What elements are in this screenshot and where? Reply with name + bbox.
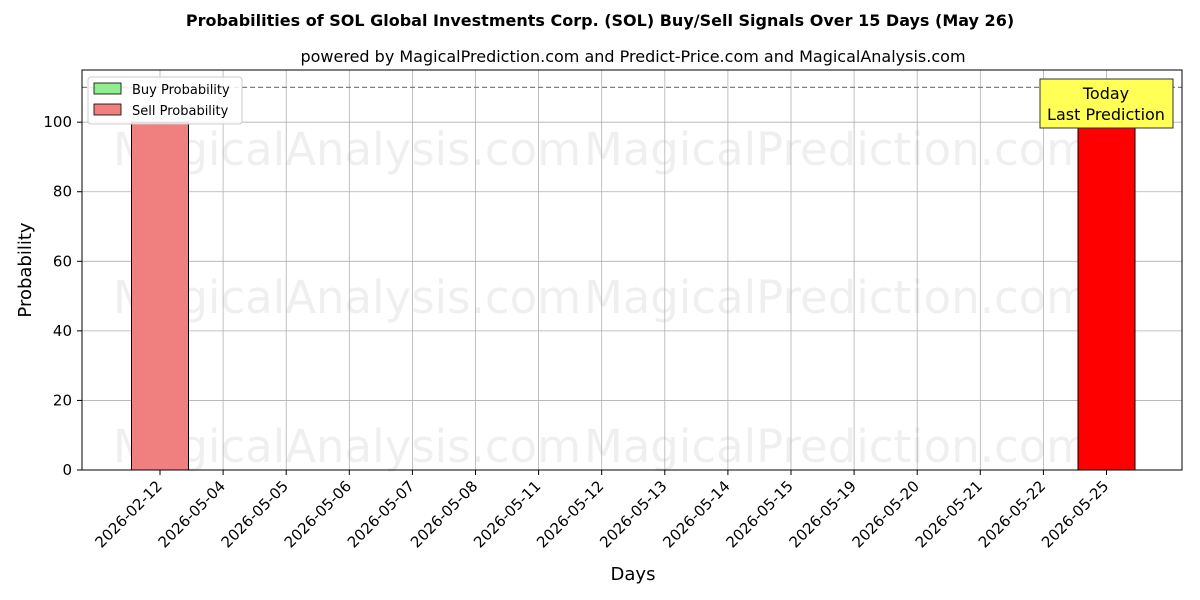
watermark-text: MagicalPrediction.com <box>584 123 1090 176</box>
legend-swatch-sell <box>93 103 122 116</box>
x-tick-label: 2026-05-25 <box>1038 477 1112 551</box>
x-tick-label: 2026-05-11 <box>470 477 544 551</box>
y-tick-label: 60 <box>53 252 72 270</box>
legend-box <box>87 76 243 125</box>
x-tick-label: 2026-05-20 <box>849 477 923 551</box>
annotation-line-1: Today <box>1082 84 1129 103</box>
today-annotation: Today Last Prediction <box>1039 78 1174 129</box>
x-tick-label: 2026-05-04 <box>155 477 229 551</box>
annotation-line-2: Last Prediction <box>1047 105 1165 124</box>
y-tick-label: 0 <box>62 461 72 479</box>
plot-frame <box>81 69 1183 471</box>
x-tick-label: 2026-05-14 <box>659 477 733 551</box>
watermark-text: MagicalAnalysis.com <box>113 420 581 473</box>
x-tick-label: 2026-05-12 <box>533 477 607 551</box>
y-tick-label: 80 <box>53 183 72 201</box>
x-tick-label: 2026-05-15 <box>722 477 796 551</box>
watermark-text: MagicalAnalysis.com <box>113 271 581 324</box>
x-tick-label: 2026-05-19 <box>786 477 860 551</box>
watermark-text: MagicalPrediction.com <box>584 420 1090 473</box>
y-axis-label: Probability <box>15 222 36 317</box>
x-tick-label: 2026-05-08 <box>407 477 481 551</box>
bar-sell <box>1077 121 1136 471</box>
x-tick-label: 2026-05-05 <box>218 477 292 551</box>
legend-label-sell: Sell Probability <box>132 104 229 119</box>
chart-subtitle: powered by MagicalPrediction.com and Pre… <box>300 47 965 66</box>
y-tick-label: 40 <box>53 322 72 340</box>
watermark-text: MagicalPrediction.com <box>584 271 1090 324</box>
legend-swatch-buy <box>93 82 122 95</box>
watermark-text: MagicalAnalysis.com <box>113 123 581 176</box>
watermark-layer: MagicalAnalysis.com MagicalPrediction.com… <box>113 123 1090 473</box>
bar-sell <box>131 121 189 471</box>
y-tick-label: 20 <box>53 391 72 409</box>
x-tick-label: 2026-05-22 <box>975 477 1049 551</box>
legend: Buy Probability Sell Probability <box>87 76 243 125</box>
legend-label-buy: Buy Probability <box>132 83 230 98</box>
tick-layer: 0204060801002026-02-122026-05-042026-05-… <box>43 113 1112 551</box>
y-tick-label: 100 <box>43 113 72 131</box>
x-tick-label: 2026-05-13 <box>596 477 670 551</box>
x-tick-label: 2026-02-12 <box>91 477 165 551</box>
bar-layer <box>131 121 1136 471</box>
x-axis-label: Days <box>611 564 656 585</box>
x-tick-label: 2026-05-07 <box>344 477 418 551</box>
x-tick-label: 2026-05-21 <box>912 477 986 551</box>
chart-title: Probabilities of SOL Global Investments … <box>186 11 1014 30</box>
annotation-box <box>1039 78 1174 129</box>
x-tick-label: 2026-05-06 <box>281 477 355 551</box>
